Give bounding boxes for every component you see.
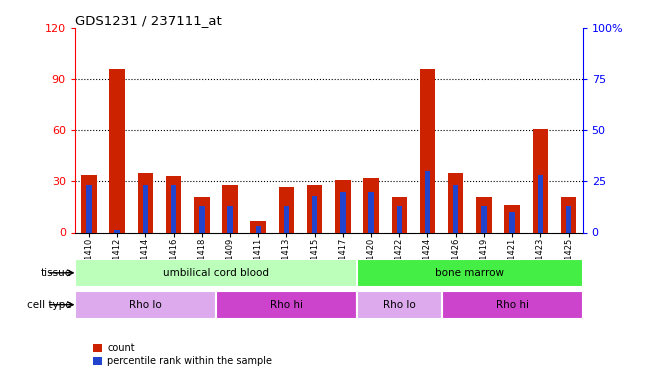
Bar — [453, 186, 458, 232]
Bar — [566, 206, 572, 232]
Bar — [335, 180, 351, 232]
Text: Rho lo: Rho lo — [129, 300, 161, 310]
Bar — [424, 171, 430, 232]
Bar — [441, 291, 583, 319]
Text: cell type: cell type — [27, 300, 72, 310]
Text: Rho lo: Rho lo — [383, 300, 415, 310]
Text: tissue: tissue — [40, 268, 72, 278]
Bar — [251, 220, 266, 232]
Bar — [171, 186, 176, 232]
Bar — [216, 291, 357, 319]
Text: bone marrow: bone marrow — [436, 268, 505, 278]
Bar — [279, 186, 294, 232]
Bar — [75, 259, 357, 287]
Bar — [505, 205, 520, 232]
Bar — [255, 226, 261, 232]
Bar — [391, 197, 407, 232]
Bar — [227, 206, 233, 232]
Text: GDS1231 / 237111_at: GDS1231 / 237111_at — [75, 14, 221, 27]
Bar — [312, 196, 318, 232]
Bar — [199, 206, 204, 232]
Bar — [481, 206, 487, 232]
Bar — [137, 173, 153, 232]
Bar — [115, 231, 120, 232]
Bar — [476, 197, 492, 232]
Bar — [194, 197, 210, 232]
Bar — [109, 69, 125, 232]
Bar — [86, 186, 92, 232]
Bar — [284, 206, 289, 232]
Bar — [307, 185, 322, 232]
Text: Rho hi: Rho hi — [270, 300, 303, 310]
Bar — [533, 129, 548, 232]
Bar — [340, 192, 346, 232]
Bar — [166, 176, 182, 232]
Bar — [561, 197, 576, 232]
Bar — [363, 178, 379, 232]
Text: umbilical cord blood: umbilical cord blood — [163, 268, 269, 278]
Bar — [357, 291, 441, 319]
Bar — [538, 175, 543, 232]
Bar — [396, 206, 402, 232]
Bar — [420, 69, 436, 232]
Text: Rho hi: Rho hi — [495, 300, 529, 310]
Legend: count, percentile rank within the sample: count, percentile rank within the sample — [92, 344, 272, 366]
Bar — [448, 173, 464, 232]
Bar — [509, 212, 515, 232]
Bar — [357, 259, 583, 287]
Bar — [222, 185, 238, 232]
Bar — [368, 192, 374, 232]
Bar — [75, 291, 216, 319]
Bar — [143, 186, 148, 232]
Bar — [81, 175, 97, 232]
